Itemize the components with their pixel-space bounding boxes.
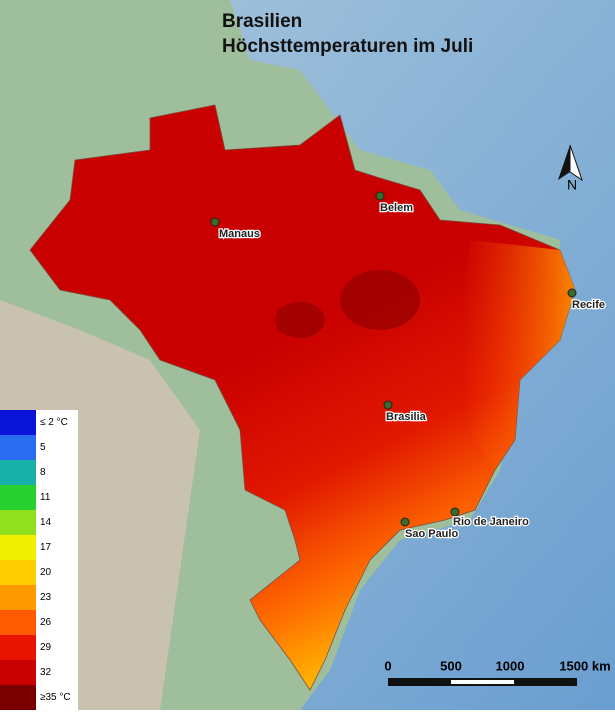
scale-label: 500 xyxy=(440,658,462,673)
north-arrow-left xyxy=(558,145,570,180)
legend-swatch xyxy=(0,510,36,535)
legend-label: 29 xyxy=(40,642,52,653)
city-label: Brasilia xyxy=(386,411,427,423)
city-dot xyxy=(450,507,460,517)
north-arrow: N xyxy=(558,144,583,193)
city-label: Rio de Janeiro xyxy=(453,516,529,528)
city-dot xyxy=(383,400,393,410)
legend-label: 5 xyxy=(40,442,46,453)
hot-core xyxy=(275,302,325,338)
city-label: Manaus xyxy=(219,228,260,240)
legend-swatch xyxy=(0,635,36,660)
legend-label: 11 xyxy=(40,492,51,503)
north-arrow-right xyxy=(569,144,583,182)
legend-swatch xyxy=(0,560,36,585)
legend-swatch xyxy=(0,435,36,460)
scale-label: 1000 xyxy=(496,658,525,673)
legend-swatch xyxy=(0,685,36,710)
legend-label: ≤ 2 °C xyxy=(40,417,68,428)
legend-label: 32 xyxy=(40,667,52,678)
brazil xyxy=(29,104,576,691)
legend-label: 8 xyxy=(40,467,46,478)
city-label: Belem xyxy=(380,202,413,214)
city-dot xyxy=(210,217,220,227)
city-label: Recife xyxy=(572,299,605,311)
legend-label: 23 xyxy=(40,592,52,603)
scale-label: 1500 km xyxy=(559,658,610,673)
title-line: Höchsttemperaturen im Juli xyxy=(222,36,473,57)
legend-label: 26 xyxy=(40,617,52,628)
scale-segment xyxy=(451,680,514,684)
legend-swatch xyxy=(0,610,36,635)
scale-label: 0 xyxy=(384,658,391,673)
legend-swatch xyxy=(0,585,36,610)
legend-swatch xyxy=(0,535,36,560)
legend-label: 14 xyxy=(40,517,52,528)
legend-swatch xyxy=(0,410,36,435)
legend-label: 20 xyxy=(40,567,52,578)
coastal-zone xyxy=(460,240,575,470)
scale-bar xyxy=(388,678,577,686)
city-dot xyxy=(400,517,410,527)
hot-core xyxy=(340,270,420,330)
legend-swatch xyxy=(0,660,36,685)
city-dot xyxy=(375,191,385,201)
legend-label: 17 xyxy=(40,542,52,553)
city-dot xyxy=(567,288,577,298)
legend-swatch xyxy=(0,460,36,485)
legend-label: ≥35 °C xyxy=(40,692,71,703)
title-line: Brasilien xyxy=(222,11,302,32)
legend-swatch xyxy=(0,485,36,510)
north-label: N xyxy=(567,177,577,193)
city-label: Sao Paulo xyxy=(405,528,458,540)
